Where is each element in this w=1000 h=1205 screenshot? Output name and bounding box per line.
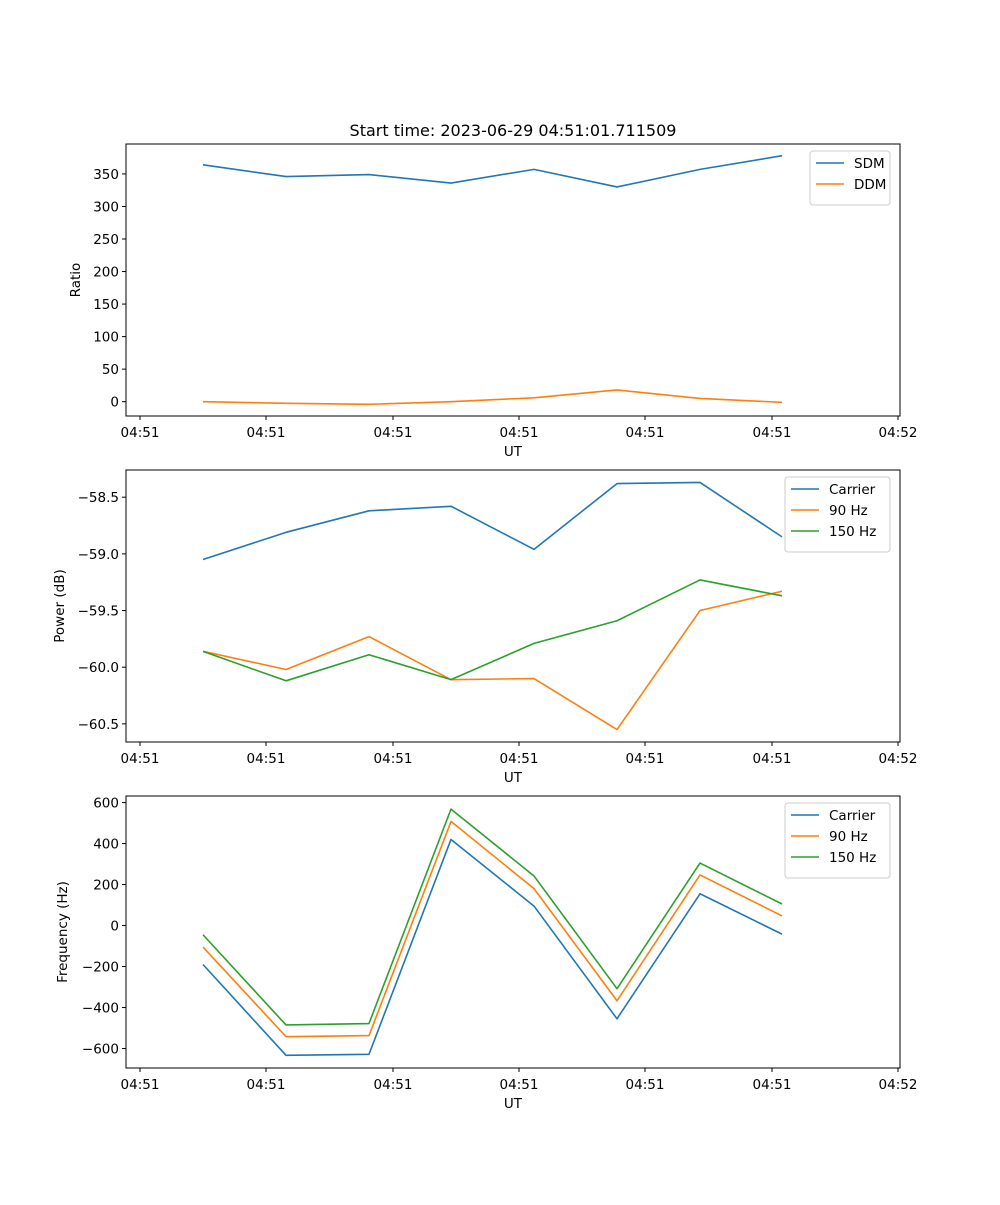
series-line-150-hz — [202, 808, 783, 1026]
y-axis-label: Ratio — [68, 263, 84, 298]
x-tick-label: 04:51 — [374, 425, 413, 441]
legend: SDM DDM — [809, 150, 891, 206]
series-line-carrier — [202, 838, 783, 1057]
legend-label: 150 Hz — [829, 850, 876, 866]
x-axis-label: UT — [504, 770, 523, 786]
series-line-90-hz — [202, 590, 783, 731]
legend-label: Carrier — [829, 808, 876, 824]
series-line-150-hz — [202, 579, 783, 682]
y-tick-label: −59.5 — [78, 604, 119, 620]
plot-area-frame — [125, 795, 901, 1069]
y-tick-label: 0 — [110, 919, 119, 935]
y-tick-label: −60.5 — [78, 717, 119, 733]
x-tick-label: 04:52 — [879, 1077, 918, 1093]
legend-box — [784, 476, 891, 553]
x-tick-label: 04:52 — [879, 751, 918, 767]
x-tick-label: 04:51 — [374, 751, 413, 767]
x-tick-label: 04:51 — [500, 751, 539, 767]
legend-label: Carrier — [829, 482, 876, 498]
chart-title: Start time: 2023-06-29 04:51:01.711509 — [350, 121, 677, 140]
y-tick-label: 0 — [110, 395, 119, 411]
y-tick-label: 100 — [93, 330, 119, 346]
x-tick-label: 04:51 — [247, 425, 286, 441]
y-tick-label: −600 — [82, 1042, 119, 1058]
y-tick-label: 350 — [93, 167, 119, 183]
y-tick-label: 200 — [93, 878, 119, 894]
y-tick-label: −59.0 — [78, 547, 119, 563]
legend-label: SDM — [854, 156, 885, 172]
x-tick-label: 04:51 — [626, 425, 665, 441]
y-tick-label: −200 — [82, 960, 119, 976]
plot-area-frame — [125, 469, 901, 743]
y-tick-label: 600 — [93, 796, 119, 812]
x-axis-label: UT — [504, 444, 523, 460]
legend-label: 150 Hz — [829, 524, 876, 540]
x-tick-label: 04:51 — [626, 751, 665, 767]
chart-panel-2: 04:51 04:51 04:51 04:51 04:51 04:51 04:52 UT −58… — [52, 469, 918, 786]
x-tick-label: 04:51 — [500, 1077, 539, 1093]
legend: Carrier 90 Hz 150 Hz — [784, 802, 891, 879]
x-tick-label: 04:51 — [121, 425, 160, 441]
x-axis-label: UT — [504, 1096, 523, 1112]
chart-panel-1: 04:51 04:51 04:51 04:51 04:51 04:51 04:52 UT 0 50… — [68, 143, 918, 460]
series-line-sdm — [202, 154, 783, 188]
charts-group: 04:51 04:51 04:51 04:51 04:51 04:51 04:52 UT 0 50… — [52, 143, 918, 1112]
x-tick-label: 04:51 — [500, 425, 539, 441]
y-tick-label: 250 — [93, 232, 119, 248]
legend-label: 90 Hz — [829, 503, 868, 519]
x-tick-label: 04:51 — [121, 751, 160, 767]
series-line-ddm — [202, 389, 783, 406]
legend-box — [784, 802, 891, 879]
plot-area-frame — [125, 143, 901, 417]
chart-panel-3: 04:51 04:51 04:51 04:51 04:51 04:51 04:52 UT 600… — [55, 795, 918, 1112]
x-tick-label: 04:51 — [247, 1077, 286, 1093]
series-line-90-hz — [202, 820, 783, 1038]
x-tick-label: 04:51 — [247, 751, 286, 767]
y-tick-label: 400 — [93, 837, 119, 853]
y-tick-label: 300 — [93, 199, 119, 215]
x-tick-label: 04:51 — [753, 751, 792, 767]
y-tick-label: 150 — [93, 297, 119, 313]
x-tick-label: 04:52 — [879, 425, 918, 441]
y-tick-label: −58.5 — [78, 490, 119, 506]
legend-label: 90 Hz — [829, 829, 868, 845]
legend-box — [809, 150, 891, 206]
series-line-carrier — [202, 481, 783, 561]
x-tick-label: 04:51 — [626, 1077, 665, 1093]
legend: Carrier 90 Hz 150 Hz — [784, 476, 891, 553]
y-tick-label: −400 — [82, 1001, 119, 1017]
y-axis-label: Power (dB) — [52, 569, 68, 642]
y-tick-label: −60.0 — [78, 660, 119, 676]
x-tick-label: 04:51 — [753, 425, 792, 441]
y-tick-label: 200 — [93, 265, 119, 281]
x-tick-label: 04:51 — [374, 1077, 413, 1093]
x-tick-label: 04:51 — [121, 1077, 160, 1093]
legend-label: DDM — [854, 177, 886, 193]
y-tick-label: 50 — [102, 362, 119, 378]
x-tick-label: 04:51 — [753, 1077, 792, 1093]
y-axis-label: Frequency (Hz) — [55, 881, 71, 983]
